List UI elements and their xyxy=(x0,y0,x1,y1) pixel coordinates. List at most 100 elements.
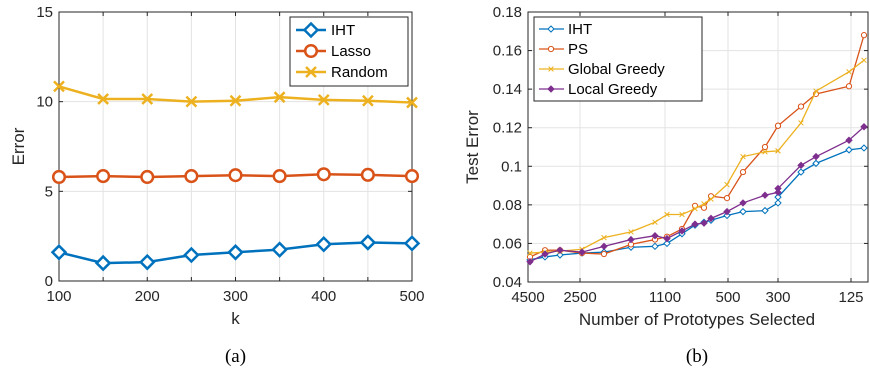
caption-b: (b) xyxy=(686,346,708,367)
data-point xyxy=(272,169,287,184)
data-point xyxy=(739,199,747,207)
x-tick-label-a: 200 xyxy=(135,288,160,305)
data-point xyxy=(845,136,853,144)
y-axis-label-b: Test Error xyxy=(463,110,482,184)
data-point xyxy=(797,103,805,110)
data-point xyxy=(96,169,111,184)
data-point xyxy=(51,169,67,185)
data-point xyxy=(53,80,65,93)
data-point xyxy=(271,241,288,258)
data-point xyxy=(691,220,699,228)
series-iht-a xyxy=(50,234,421,272)
data-point xyxy=(651,242,659,251)
data-point xyxy=(812,152,820,161)
series-lasso-a xyxy=(51,167,420,185)
data-point xyxy=(723,211,731,220)
data-point xyxy=(600,242,608,251)
data-point xyxy=(846,69,852,75)
data-point xyxy=(739,207,747,216)
legend-entry-b: Global Greedy xyxy=(539,61,665,78)
data-point xyxy=(316,167,331,182)
data-point xyxy=(845,146,853,154)
data-point xyxy=(774,199,782,207)
y-axis-label-a: Error xyxy=(9,127,28,165)
data-point xyxy=(813,88,819,94)
x-tick-label-a: 100 xyxy=(46,288,71,305)
legend-entry-b: IHT xyxy=(539,21,592,38)
x-tick-label-b: 4500 xyxy=(511,289,544,306)
data-point xyxy=(273,91,286,104)
legend-marker xyxy=(305,66,317,78)
data-point xyxy=(860,32,868,39)
data-point xyxy=(663,234,671,243)
data-point xyxy=(700,204,708,211)
data-point xyxy=(360,167,375,182)
data-point xyxy=(138,253,156,271)
x-tick-label-b: 125 xyxy=(838,289,863,306)
x-tick-label-b: 2500 xyxy=(563,289,596,306)
data-point xyxy=(404,169,420,184)
data-point xyxy=(740,153,746,160)
y-tick-label-b: 0.12 xyxy=(493,120,522,137)
legend-entry-b: PS xyxy=(539,41,588,58)
series-line xyxy=(529,59,865,254)
data-point xyxy=(774,184,782,193)
data-point xyxy=(526,258,534,266)
data-point xyxy=(403,235,421,252)
y-tick-label-b: 0.14 xyxy=(493,81,522,98)
data-point xyxy=(701,201,707,207)
data-point xyxy=(556,246,564,254)
data-point xyxy=(652,219,658,225)
data-point xyxy=(761,143,769,151)
data-point xyxy=(227,244,244,261)
data-point xyxy=(317,93,330,106)
legend-label: Random xyxy=(331,64,388,81)
y-tick-label-b: 0.16 xyxy=(493,43,522,60)
data-point xyxy=(527,250,533,256)
legend-marker xyxy=(548,66,554,72)
data-point xyxy=(707,214,715,223)
data-point xyxy=(663,239,671,248)
data-point xyxy=(739,168,747,176)
legend-entry-a: Random xyxy=(296,64,388,81)
legend-marker xyxy=(547,25,555,33)
data-point xyxy=(761,191,769,199)
data-point xyxy=(406,96,418,109)
data-point xyxy=(651,232,659,240)
legend-entry-b: Local Greedy xyxy=(539,81,658,98)
x-axis-label-b: Number of Prototypes Selected xyxy=(579,310,815,329)
data-point xyxy=(797,161,805,170)
x-tick-label-a: 500 xyxy=(399,288,424,305)
x-tick-label-b: 500 xyxy=(715,289,740,306)
data-point xyxy=(664,211,670,218)
data-point xyxy=(700,219,708,227)
y-tick-label-a: 10 xyxy=(36,94,53,111)
data-point xyxy=(723,207,731,216)
data-point xyxy=(679,211,685,218)
series-random-a xyxy=(53,80,418,109)
axes-box-b xyxy=(527,11,869,283)
legend-marker xyxy=(302,21,320,39)
x-axis-label-a: k xyxy=(231,309,240,328)
data-point xyxy=(724,181,730,188)
data-point xyxy=(678,227,686,235)
data-point xyxy=(762,149,768,155)
y-tick-label-b: 0.18 xyxy=(493,4,522,21)
data-point xyxy=(359,234,377,251)
data-point xyxy=(541,250,549,258)
y-tick-label-b: 0.06 xyxy=(493,235,522,252)
data-point xyxy=(229,94,242,107)
y-tick-label-b: 0.08 xyxy=(493,197,522,214)
data-point xyxy=(627,235,635,244)
x-tick-label-b: 300 xyxy=(765,289,790,306)
data-point xyxy=(94,254,112,272)
data-point xyxy=(361,94,374,107)
data-point xyxy=(798,120,804,126)
legend-b xyxy=(533,16,703,102)
legend-entry-a: Lasso xyxy=(296,43,371,60)
data-point xyxy=(578,248,586,256)
data-point xyxy=(860,123,868,131)
data-point xyxy=(708,196,714,202)
legend-marker xyxy=(547,85,555,93)
